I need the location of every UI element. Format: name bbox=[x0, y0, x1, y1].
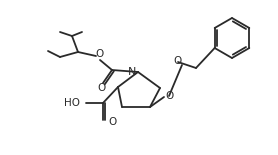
Text: HO: HO bbox=[64, 98, 80, 108]
Text: O: O bbox=[165, 91, 173, 101]
Text: O: O bbox=[174, 56, 182, 66]
Text: O: O bbox=[97, 83, 105, 93]
Text: O: O bbox=[108, 117, 116, 127]
Text: O: O bbox=[95, 49, 103, 59]
Text: N: N bbox=[128, 67, 136, 77]
